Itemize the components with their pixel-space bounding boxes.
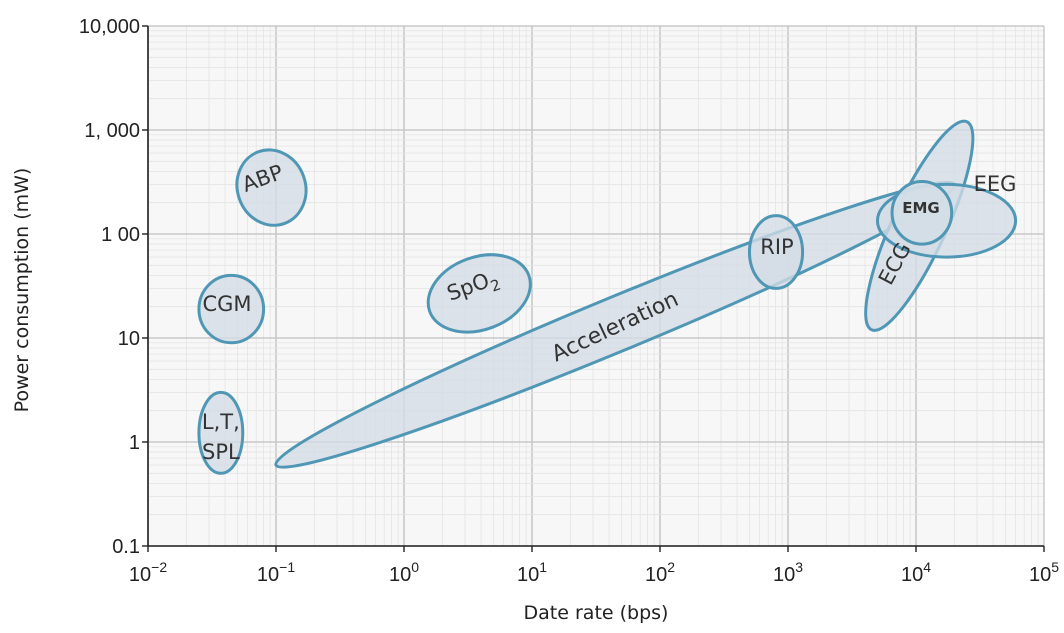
region-ellipse-rip <box>747 214 805 290</box>
y-tick-label: 1 00 <box>101 224 140 246</box>
x-tick-label: 104 <box>901 559 931 586</box>
region-ellipse-cgm <box>197 273 266 345</box>
region-label-emg: EMG <box>902 199 940 217</box>
y-axis-label: Power consumption (mW) <box>11 167 33 413</box>
y-tick-label: 1 <box>129 432 140 454</box>
regions <box>197 119 1018 475</box>
tick-labels: 0.1 1 10 1 00 1, 000 10,000 10−2 10−1 100 101 102 1… <box>79 16 1059 586</box>
region-ellipse-emg <box>890 179 954 246</box>
y-tick-label: 1, 000 <box>84 120 140 142</box>
x-tick-label: 105 <box>1029 559 1059 586</box>
x-tick-label: 10−2 <box>129 559 167 586</box>
axes <box>142 25 1045 552</box>
region-ellipse-l-t-spl <box>197 390 245 475</box>
y-tick-label: 10 <box>118 328 140 350</box>
region-label-eeg: EEG <box>974 172 1017 196</box>
x-tick-label: 10−1 <box>257 559 295 586</box>
region-ellipse-abp <box>235 148 308 227</box>
x-axis-label: Date rate (bps) <box>523 602 669 624</box>
region-label-rip: RIP <box>760 235 793 259</box>
x-tick-label: 102 <box>645 559 675 586</box>
x-tick-label: 100 <box>389 559 419 586</box>
region-label-cgm: CGM <box>202 292 251 316</box>
y-tick-label: 0.1 <box>112 536 140 558</box>
y-tick-label: 10,000 <box>79 16 140 38</box>
region-label-l-t-spl: SPL <box>202 440 240 464</box>
x-tick-label: 103 <box>773 559 803 586</box>
x-tick-label: 101 <box>517 559 547 586</box>
region-ellipse-spo2 <box>426 253 532 334</box>
region-label-l-t-spl: L,T, <box>202 410 240 434</box>
